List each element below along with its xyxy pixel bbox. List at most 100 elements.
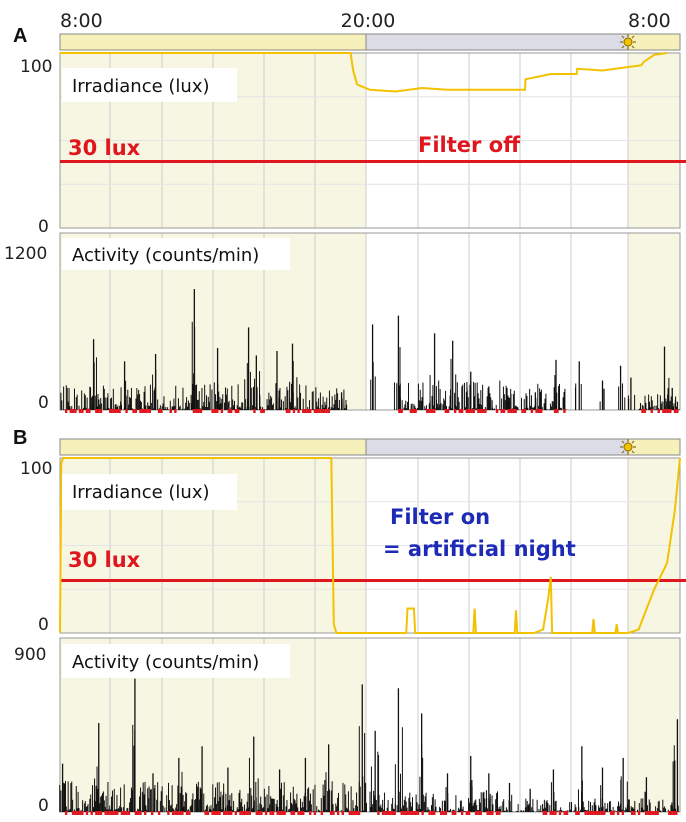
rest-marker	[260, 811, 263, 815]
night-bar-b	[365, 438, 629, 456]
night-region	[366, 638, 628, 812]
time-end-label: 8:00	[628, 10, 671, 32]
rest-marker	[104, 811, 107, 815]
panel-b-filter-annotation-line1: Filter on	[390, 505, 490, 529]
rest-marker	[591, 811, 594, 815]
panel-a-label: A	[13, 25, 27, 47]
rest-marker	[81, 811, 84, 815]
rest-marker	[676, 409, 679, 413]
rest-marker	[211, 811, 214, 815]
rest-marker	[467, 409, 471, 413]
rest-marker	[521, 409, 524, 413]
rest-marker	[234, 811, 238, 815]
rest-marker	[537, 409, 541, 413]
rest-marker	[407, 811, 410, 815]
rest-marker	[106, 811, 110, 815]
rest-marker	[116, 409, 119, 413]
rest-marker	[297, 409, 300, 413]
rest-marker	[95, 409, 98, 413]
rest-marker	[539, 409, 543, 413]
rest-marker	[327, 409, 331, 413]
rest-marker	[325, 409, 328, 413]
rest-marker	[127, 811, 131, 815]
rest-marker	[446, 409, 450, 413]
rest-marker	[405, 811, 408, 815]
rest-marker	[113, 409, 117, 413]
rest-marker	[206, 811, 210, 815]
rest-marker	[586, 811, 590, 815]
rest-marker	[257, 811, 261, 815]
rest-marker	[225, 811, 228, 815]
rest-marker	[141, 409, 145, 413]
rest-marker	[442, 811, 445, 815]
panel-a-activity-ytick-max: 1200	[4, 244, 47, 264]
rest-marker	[563, 811, 566, 815]
rest-marker	[414, 811, 417, 815]
rest-marker	[654, 811, 657, 815]
rest-marker	[125, 409, 128, 413]
plot-frame	[59, 52, 681, 229]
panel-b-irradiance-label-box	[62, 474, 237, 510]
rest-marker	[260, 409, 263, 413]
rest-marker	[647, 811, 650, 815]
rest-marker	[523, 409, 527, 413]
rest-marker	[132, 409, 135, 413]
irradiance-series-line	[59, 457, 681, 634]
rest-marker	[598, 811, 601, 815]
panel-b-label: B	[13, 427, 27, 449]
rest-marker	[309, 409, 312, 413]
rest-marker	[109, 409, 112, 413]
rest-marker	[213, 409, 217, 413]
rest-marker	[281, 811, 284, 815]
rest-marker	[123, 811, 126, 815]
rest-marker	[241, 811, 245, 815]
rest-marker	[444, 409, 448, 413]
rest-marker	[458, 409, 462, 413]
rest-marker	[299, 811, 303, 815]
rest-marker	[262, 409, 265, 413]
rest-marker	[460, 409, 464, 413]
day-region	[628, 638, 680, 812]
rest-marker	[500, 409, 503, 413]
rest-marker	[332, 811, 335, 815]
rest-marker	[116, 811, 119, 815]
rest-marker	[474, 811, 478, 815]
rest-marker	[336, 811, 340, 815]
rest-marker	[302, 811, 305, 815]
rest-marker	[495, 409, 499, 413]
rest-marker	[641, 409, 644, 413]
rest-marker	[512, 409, 515, 413]
rest-marker	[192, 409, 196, 413]
rest-marker	[90, 811, 93, 815]
rest-marker	[253, 409, 256, 413]
rest-marker	[649, 811, 652, 815]
rest-marker	[234, 409, 238, 413]
rest-marker	[388, 811, 392, 815]
rest-marker	[288, 409, 291, 413]
rest-marker	[213, 811, 217, 815]
rest-marker	[651, 811, 655, 815]
rest-marker	[353, 811, 356, 815]
rest-marker	[146, 409, 149, 413]
rest-marker	[143, 811, 147, 815]
rest-marker	[556, 409, 559, 413]
rest-marker	[477, 409, 480, 413]
rest-marker	[195, 409, 198, 413]
rest-marker	[150, 811, 154, 815]
rest-marker	[616, 811, 620, 815]
panel-a-irradiance-ytick-max: 100	[20, 57, 52, 77]
rest-marker	[668, 811, 671, 815]
rest-marker	[440, 811, 443, 815]
rest-marker	[313, 409, 317, 413]
rest-marker	[290, 811, 293, 815]
rest-marker	[329, 811, 333, 815]
rest-marker	[85, 409, 89, 413]
rest-marker	[465, 409, 468, 413]
rest-marker	[400, 409, 403, 413]
panel-b-activity-label-box	[62, 644, 290, 678]
rest-marker	[673, 409, 677, 413]
rest-marker	[444, 811, 448, 815]
rest-marker	[97, 409, 100, 413]
rest-marker	[377, 811, 380, 815]
rest-marker	[465, 811, 468, 815]
